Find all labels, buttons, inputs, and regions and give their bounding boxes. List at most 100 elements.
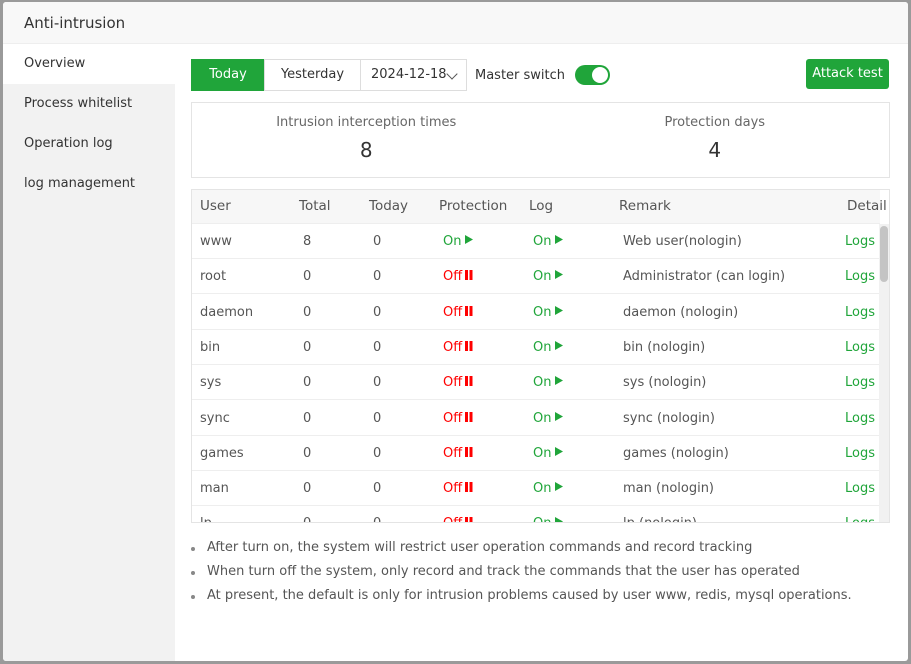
log-status[interactable]: On (533, 446, 564, 461)
table-row: sync 0 0 Off On sync (nologin) Logs (192, 401, 880, 436)
date-select[interactable]: 2024-12-18 (360, 59, 467, 91)
sidebar-item[interactable]: Process whitelist (24, 96, 133, 111)
status-icon (554, 481, 564, 496)
remark-cell: daemon (nologin) (623, 304, 739, 320)
status-icon (465, 269, 473, 284)
protection-status[interactable]: Off (443, 446, 473, 461)
table-row: daemon 0 0 Off On daemon (nologin) Logs (192, 295, 880, 330)
switch-knob (592, 67, 608, 83)
off-icon (465, 517, 473, 522)
status-text: Off (443, 304, 463, 320)
status-text: Off (443, 445, 463, 461)
status-icon (465, 481, 473, 496)
status-icon (464, 234, 474, 249)
today-cell: 0 (373, 375, 382, 391)
status-icon (554, 340, 564, 355)
off-icon (465, 305, 473, 316)
user-cell: bin (200, 339, 221, 355)
remark-cell: games (nologin) (623, 445, 729, 461)
stat-label: Intrusion interception times (276, 115, 457, 130)
log-status[interactable]: On (533, 411, 564, 426)
total-cell: 0 (303, 445, 312, 461)
logs-link[interactable]: Logs (845, 339, 875, 355)
protection-status[interactable]: Off (443, 340, 473, 355)
on-icon (555, 517, 564, 522)
log-status[interactable]: On (533, 375, 564, 390)
column-header: Detail (847, 198, 887, 214)
log-status[interactable]: On (533, 234, 564, 249)
attack-test-button[interactable]: Attack test (806, 59, 889, 89)
today-cell: 0 (373, 304, 382, 320)
status-icon (465, 375, 473, 390)
user-cell: sys (200, 375, 222, 391)
logs-link[interactable]: Logs (845, 269, 875, 285)
scroll-track (879, 224, 889, 522)
log-status[interactable]: On (533, 516, 564, 522)
total-cell: 0 (303, 375, 312, 391)
protection-status[interactable]: Off (443, 269, 473, 284)
user-cell: root (200, 269, 227, 285)
today-cell: 0 (373, 445, 382, 461)
status-text: Off (443, 375, 463, 391)
remark-cell: bin (nologin) (623, 339, 706, 355)
today-cell: 0 (373, 516, 381, 522)
day-tab[interactable]: Today (191, 59, 265, 91)
sidebar-item[interactable]: Overview (3, 44, 175, 84)
logs-link[interactable]: Logs (845, 516, 875, 522)
note: At present, the default is only for intr… (189, 588, 852, 612)
protection-status[interactable]: Off (443, 375, 473, 390)
off-icon (465, 270, 473, 281)
day-tab[interactable]: Yesterday (264, 59, 361, 91)
logs-link[interactable]: Logs (845, 481, 875, 497)
status-text: On (533, 339, 552, 355)
status-icon (554, 269, 564, 284)
table-row: games 0 0 Off On games (nologin) Logs (192, 436, 880, 471)
scrollbar[interactable] (880, 226, 888, 282)
status-icon (465, 305, 473, 320)
table-row: www 8 0 On On Web user(nologin) Logs (192, 224, 880, 259)
stats-box: Intrusion interception times 8 Protection … (191, 102, 890, 178)
user-cell: man (200, 481, 229, 497)
logs-link[interactable]: Logs (845, 445, 875, 461)
logs-link[interactable]: Logs (845, 304, 875, 320)
user-cell: games (200, 445, 244, 461)
note: After turn on, the system will restrict … (189, 540, 852, 564)
off-icon (465, 446, 473, 457)
protection-status[interactable]: Off (443, 481, 473, 496)
master-switch[interactable] (575, 65, 610, 85)
sidebar-item[interactable]: log management (24, 176, 136, 191)
protection-status[interactable]: Off (443, 411, 473, 426)
sidebar-item[interactable]: Operation log (24, 136, 113, 151)
user-cell: sync (200, 410, 230, 426)
status-text: Off (443, 410, 463, 426)
logs-link[interactable]: Logs (845, 234, 875, 249)
off-icon (465, 482, 473, 493)
today-cell: 0 (373, 410, 382, 426)
column-header: Total (299, 198, 331, 214)
switch-label: Master switch (475, 68, 566, 83)
off-icon (465, 411, 473, 422)
log-status[interactable]: On (533, 340, 564, 355)
status-text: On (533, 375, 552, 391)
protection-status[interactable]: Off (443, 516, 473, 522)
status-icon (465, 446, 473, 461)
status-text: On (443, 234, 462, 249)
today-cell: 0 (373, 339, 382, 355)
logs-link[interactable]: Logs (845, 410, 875, 426)
log-status[interactable]: On (533, 269, 564, 284)
on-icon (555, 376, 564, 386)
notes: After turn on, the system will restrict … (189, 540, 852, 612)
table-row: sys 0 0 Off On sys (nologin) Logs (192, 365, 880, 401)
on-icon (555, 305, 564, 315)
on-icon (555, 411, 564, 421)
protection-status[interactable]: On (443, 234, 474, 249)
column-header: Remark (619, 198, 671, 214)
status-icon (554, 516, 564, 522)
on-icon (555, 270, 564, 280)
log-status[interactable]: On (533, 481, 564, 496)
logs-link[interactable]: Logs (845, 375, 875, 391)
protection-status[interactable]: Off (443, 305, 473, 320)
log-status[interactable]: On (533, 305, 564, 320)
status-text: On (533, 516, 551, 522)
status-icon (554, 305, 564, 320)
